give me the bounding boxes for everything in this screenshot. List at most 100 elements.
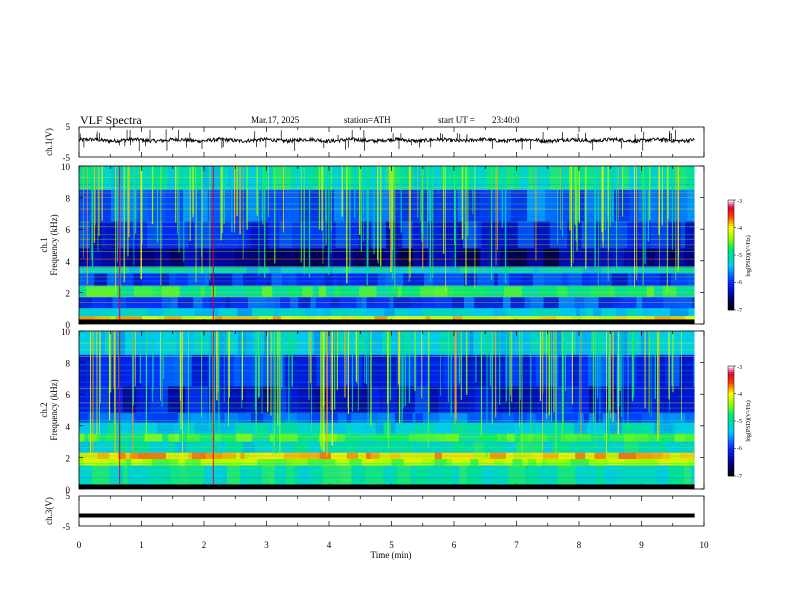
spectrogram-cell	[329, 441, 347, 453]
spectrogram-cell	[286, 458, 293, 466]
spectrogram-cell	[179, 286, 191, 298]
spectrogram-cell	[553, 386, 565, 414]
spectrogram-cell	[415, 413, 423, 423]
x-tick-label: 5	[389, 540, 394, 550]
spectrogram-cell	[300, 465, 309, 485]
spectrogram-cell	[112, 308, 124, 317]
spectrogram-cell	[123, 465, 128, 485]
spectrogram-cell	[155, 248, 170, 268]
spectrogram-cell	[160, 273, 170, 287]
spectrogram-cell	[187, 433, 200, 442]
spectrogram-cell	[658, 413, 664, 423]
spectrogram-cell	[298, 297, 304, 309]
spectrogram-cell	[628, 189, 639, 222]
spectrogram-cell	[444, 433, 459, 442]
spectrogram-cell	[175, 441, 187, 453]
spectrogram-cell	[451, 297, 464, 309]
spectrogram-cell	[295, 267, 306, 274]
spectrogram-cell	[95, 267, 106, 274]
spectrogram-cell	[201, 386, 208, 414]
spectrogram-cell	[619, 433, 625, 442]
spec1-ytick-2: 2	[66, 288, 71, 298]
spectrogram-cell	[654, 248, 660, 268]
spectrogram-cell	[125, 286, 134, 298]
spectrogram-cell	[433, 386, 439, 414]
spectrogram-cell	[517, 308, 530, 317]
spectrogram-cell	[345, 308, 361, 317]
spectrogram-cell	[543, 297, 559, 309]
spectrogram-cell	[190, 413, 208, 423]
spectrogram-cell	[117, 413, 135, 423]
spectrogram-cell	[633, 433, 649, 442]
spectrogram-cell	[577, 248, 593, 268]
spectrogram-cell	[93, 386, 111, 414]
spectrogram-cell	[186, 441, 198, 453]
spectrogram-cell	[246, 189, 259, 222]
spectrogram-cell	[256, 422, 269, 434]
spectrogram-cell	[663, 297, 680, 309]
colorbar-cell	[728, 296, 734, 299]
spectrogram-cell	[397, 286, 402, 298]
spectrogram-cell	[363, 422, 370, 434]
spectrogram-cell	[612, 297, 620, 309]
colorbar-cell	[728, 404, 734, 407]
spectrogram-cell	[392, 189, 409, 222]
spec1-ylabel-channel: ch.1	[39, 237, 49, 252]
spectrogram-cell	[328, 267, 334, 274]
colorbar-cell	[728, 226, 734, 229]
spectrogram-cell	[332, 273, 338, 287]
spectrogram-cell	[441, 166, 458, 190]
spectrogram-cell	[299, 189, 308, 222]
spectrogram-cell	[226, 248, 232, 268]
spectrogram-cell	[312, 286, 319, 298]
spectrogram-cell	[246, 465, 262, 485]
ch1-spectrogram-image	[79, 166, 704, 324]
spectrogram-cell	[86, 286, 103, 298]
spectrogram-cell	[126, 458, 132, 466]
spectrogram-cell	[425, 441, 429, 453]
spectrogram-cell	[419, 441, 426, 453]
spectrogram-cell	[255, 441, 263, 453]
spectrogram-cell	[583, 413, 590, 423]
colorbar-cell	[728, 274, 734, 277]
spectrogram-cell	[542, 267, 559, 274]
spectrogram-cell	[543, 441, 553, 453]
spectrogram-cell	[286, 386, 298, 414]
spectrogram-cell	[483, 465, 492, 485]
spectrogram-cell	[654, 286, 663, 298]
spectrogram-cell	[483, 441, 488, 453]
x-tick-label: 10	[700, 540, 710, 550]
spectrogram-cell	[617, 386, 631, 414]
spectrogram-cell	[274, 422, 281, 434]
spec1-ytick-0: 0	[66, 320, 71, 330]
spectrogram-cell	[558, 267, 564, 274]
x-tick-label: 7	[514, 540, 519, 550]
spectrogram-cell	[339, 297, 357, 309]
spectrogram-cell	[579, 189, 585, 222]
colorbar-cell	[728, 456, 734, 459]
colorbar-cell	[728, 396, 734, 399]
spectrogram-cell	[221, 433, 225, 442]
spectrogram-cell	[124, 166, 142, 190]
spectrogram-cell	[401, 286, 406, 298]
spectrogram-cell	[193, 166, 203, 190]
colorbar-cell	[728, 432, 734, 435]
spectrogram-cell	[527, 386, 538, 414]
spectrogram-cell	[337, 433, 346, 442]
spectrogram-cell	[401, 422, 415, 434]
spectrogram-cell	[303, 248, 321, 268]
spectrogram-cell	[692, 297, 695, 309]
spectrogram-cell	[575, 286, 591, 298]
spectrogram-cell	[691, 465, 695, 485]
spectrogram-cell	[640, 458, 659, 466]
x-tick-label: 3	[264, 540, 269, 550]
colorbar-cell	[728, 224, 734, 227]
spectrogram-cell	[651, 413, 659, 423]
spectrogram-cell	[361, 297, 367, 309]
spectrogram-cell	[457, 166, 472, 190]
spectrogram-cell	[674, 433, 682, 442]
spectrogram-cell	[658, 458, 673, 466]
spectrogram-cell	[567, 286, 576, 298]
spectrogram-cell	[79, 308, 85, 317]
spectrogram-cell	[280, 422, 298, 434]
